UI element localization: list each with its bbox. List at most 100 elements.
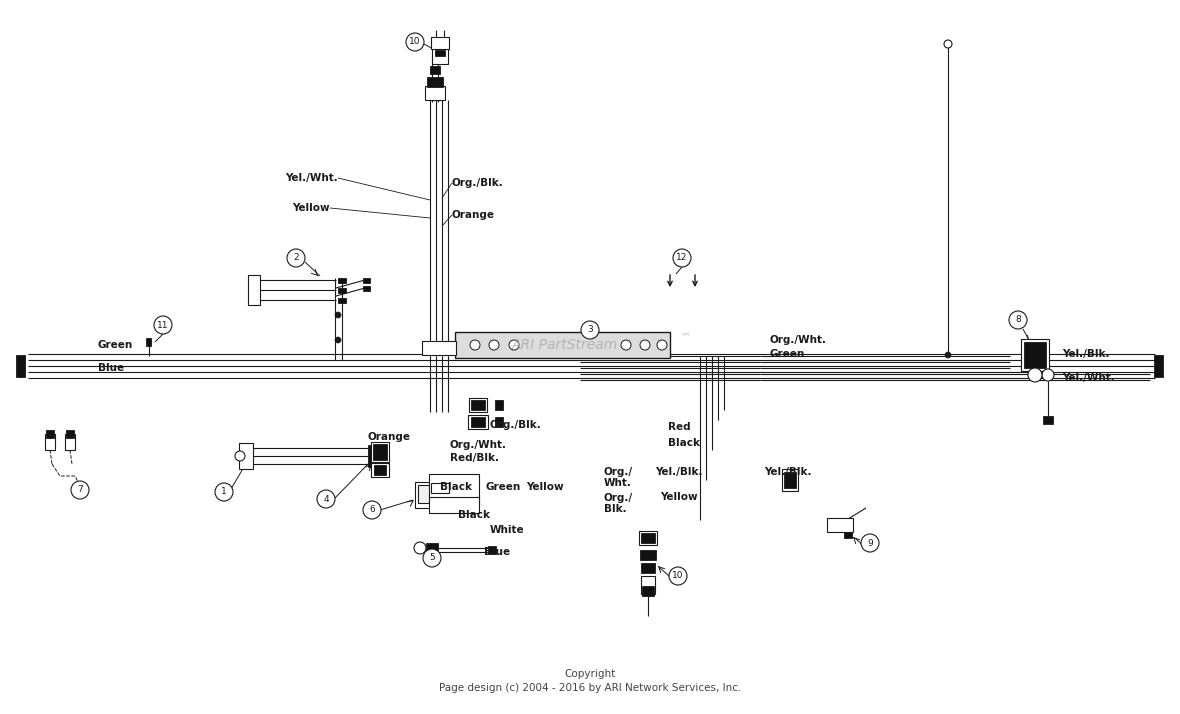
Bar (65, 434, 76, 450)
Text: 10: 10 (673, 571, 683, 580)
Circle shape (414, 542, 426, 554)
Circle shape (317, 490, 335, 508)
Text: Yel./Blk.: Yel./Blk. (655, 467, 702, 477)
Bar (641, 563, 655, 573)
Text: Copyright: Copyright (564, 669, 616, 679)
Bar (1021, 339, 1049, 371)
Text: ARI PartStream: ARI PartStream (512, 338, 618, 352)
Bar (489, 546, 496, 554)
Circle shape (640, 340, 650, 350)
Circle shape (422, 549, 441, 567)
Bar (337, 278, 346, 283)
Text: White: White (490, 525, 525, 535)
Text: 5: 5 (430, 553, 435, 563)
Circle shape (944, 40, 952, 48)
Circle shape (489, 340, 499, 350)
Bar (782, 469, 798, 491)
Bar (432, 46, 448, 64)
Circle shape (621, 340, 631, 350)
Text: 11: 11 (157, 321, 169, 329)
Text: Blk.: Blk. (604, 504, 627, 514)
Bar (1043, 416, 1053, 424)
Text: Green: Green (486, 482, 522, 492)
Text: Yel./Blk.: Yel./Blk. (763, 467, 812, 477)
Bar (468, 415, 489, 429)
Circle shape (581, 321, 599, 339)
Bar (422, 341, 455, 355)
Bar (425, 86, 445, 100)
Circle shape (509, 340, 519, 350)
Bar (827, 518, 853, 532)
Text: 8: 8 (1015, 316, 1021, 324)
Text: Org./Blk.: Org./Blk. (490, 420, 542, 430)
Text: Org./: Org./ (604, 467, 634, 477)
Bar (455, 332, 670, 358)
Bar (494, 417, 503, 427)
Text: Green: Green (98, 340, 133, 350)
Bar (371, 463, 389, 477)
Circle shape (406, 33, 424, 51)
Bar (145, 338, 151, 346)
Text: Page design (c) 2004 - 2016 by ARI Network Services, Inc.: Page design (c) 2004 - 2016 by ARI Netwo… (439, 683, 741, 693)
Circle shape (155, 316, 172, 334)
Text: Orange: Orange (452, 210, 494, 220)
Text: 10: 10 (409, 38, 421, 46)
Bar (494, 400, 503, 410)
Text: 7: 7 (77, 486, 83, 495)
Bar (435, 50, 445, 56)
Text: Org./Blk.: Org./Blk. (452, 178, 504, 188)
Circle shape (335, 337, 341, 343)
Circle shape (673, 249, 691, 267)
Bar (373, 444, 387, 460)
Bar (46, 430, 54, 438)
Bar (430, 474, 479, 502)
Bar (418, 485, 442, 503)
Text: Black: Black (458, 510, 490, 520)
Text: Org./Wht.: Org./Wht. (771, 335, 827, 345)
Bar (642, 586, 654, 596)
Bar (640, 550, 656, 560)
Text: Blue: Blue (484, 547, 510, 557)
Circle shape (335, 312, 341, 318)
Bar (471, 400, 485, 410)
Text: Yellow: Yellow (293, 203, 330, 213)
Circle shape (470, 340, 480, 350)
Text: Orange: Orange (367, 432, 409, 442)
Bar (430, 497, 479, 513)
Text: Org./: Org./ (604, 493, 634, 503)
Bar (374, 465, 386, 475)
Bar (641, 533, 655, 543)
Text: Blue: Blue (98, 363, 124, 373)
Text: Red/Blk.: Red/Blk. (450, 453, 499, 463)
Bar (640, 531, 657, 545)
Bar (1024, 342, 1045, 368)
Text: Yel./Wht.: Yel./Wht. (286, 173, 337, 183)
Circle shape (235, 451, 245, 461)
Bar (641, 576, 655, 594)
Text: 9: 9 (867, 538, 873, 548)
Bar (427, 77, 442, 87)
Circle shape (657, 340, 667, 350)
Bar (45, 434, 55, 450)
Text: Black: Black (668, 438, 700, 448)
Text: Yellow: Yellow (526, 482, 564, 492)
Text: Yellow: Yellow (660, 492, 697, 502)
Text: Red: Red (668, 422, 690, 432)
Bar (430, 66, 440, 74)
Text: Yel./Blk.: Yel./Blk. (1062, 349, 1109, 359)
Bar (362, 286, 369, 291)
Bar (431, 483, 450, 493)
Circle shape (861, 534, 879, 552)
Text: 3: 3 (588, 326, 592, 334)
Circle shape (363, 501, 381, 519)
Bar (337, 298, 346, 303)
Text: Org./Wht.: Org./Wht. (450, 440, 507, 450)
Text: Green: Green (771, 349, 805, 359)
Bar (784, 472, 797, 488)
Bar (1032, 372, 1038, 378)
Circle shape (71, 481, 88, 499)
Bar (15, 355, 25, 377)
Circle shape (945, 352, 951, 358)
Text: Wht.: Wht. (604, 478, 631, 488)
Bar (844, 532, 852, 538)
